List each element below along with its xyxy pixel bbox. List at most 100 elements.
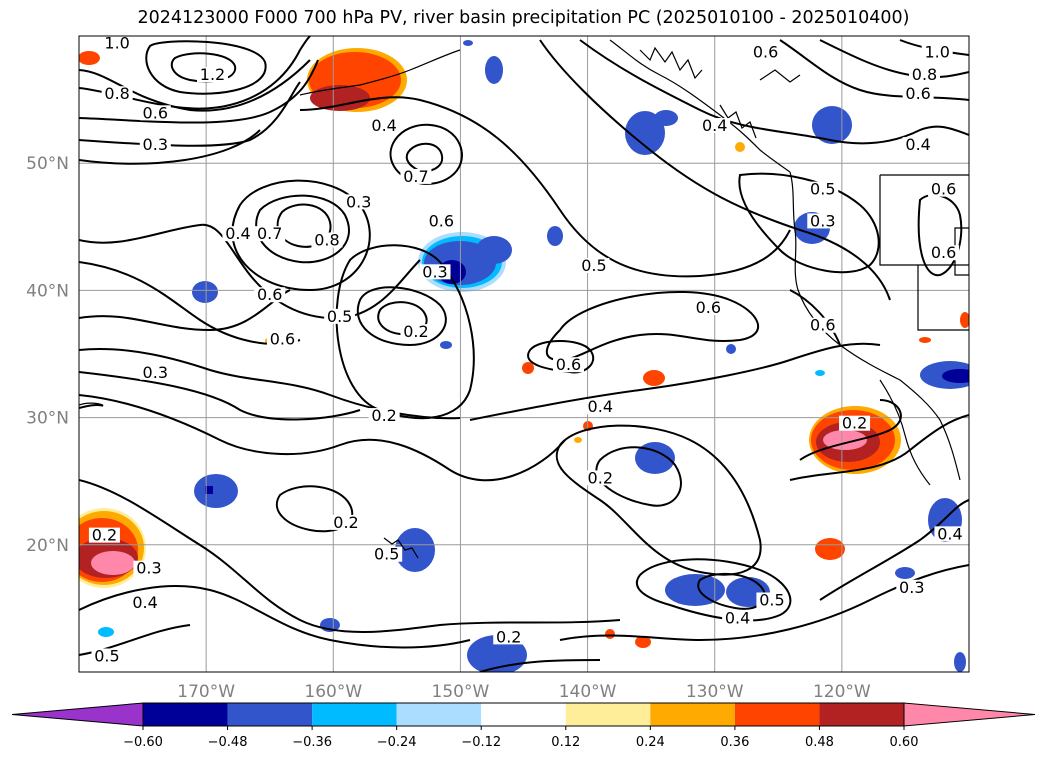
colorbar-segment: [312, 703, 397, 726]
colorbar-segment: [650, 703, 735, 726]
colorbar-segment: [819, 703, 904, 726]
contour-label: 1.2: [200, 65, 225, 84]
lon-tick-label: 160°W: [304, 682, 362, 702]
longitude-axis-labels: 170°W 160°W 150°W 140°W 130°W 120°W: [177, 682, 871, 702]
contour-label-halo: [139, 364, 171, 380]
colorbar-tick-label: −0.24: [377, 735, 417, 750]
lat-tick-label: 20°N: [26, 536, 69, 556]
contour-label-halo: [133, 560, 165, 576]
contour-label: 0.3: [810, 211, 835, 230]
contour-label-halo: [756, 592, 788, 608]
contour-label-halo: [578, 257, 610, 273]
contour-label: 0.4: [132, 593, 157, 612]
contour-label-halo: [254, 287, 286, 303]
colorbar-tick-label: 0.60: [890, 735, 919, 750]
contour-label-halo: [254, 226, 286, 242]
contour-label-halo: [750, 44, 782, 60]
colorbar-segment: [396, 703, 482, 726]
contour-label-halo: [324, 308, 356, 324]
contour-label-halo: [896, 579, 928, 595]
colorbar-extend-max: [903, 702, 1036, 727]
colorbar-tick-labels: −0.60 −0.48 −0.36 −0.24 −0.12 0.12 0.24 0.36 0.4…: [123, 726, 918, 750]
colorbar-tick-label: 0.48: [805, 735, 834, 750]
lon-tick-label: 150°W: [432, 682, 490, 702]
precipitation-shading: [79, 40, 969, 672]
colorbar-extend-min: [11, 702, 144, 727]
contour-label: 0.3: [422, 262, 447, 281]
contour-label: 0.5: [759, 590, 784, 609]
colorbar: −0.60 −0.48 −0.36 −0.24 −0.12 0.12 0.24 0.36 0.4…: [11, 702, 1036, 750]
colorbar-segment: [481, 703, 566, 726]
contour-label: 0.5: [810, 180, 835, 199]
contour-label-halo: [222, 226, 254, 242]
contour-label-halo: [425, 213, 457, 229]
contour-label: 0.5: [581, 256, 606, 275]
contour-label: 0.6: [696, 298, 721, 317]
coastlines: [79, 39, 969, 559]
contour-label-halo: [934, 526, 966, 542]
contour-label-halo: [101, 86, 133, 102]
map-panel: 1.01.20.80.60.30.40.70.30.4 0.7 0.80.60.30…: [78, 35, 970, 673]
lon-tick-label: 130°W: [686, 682, 744, 702]
contour-label: 0.5: [94, 646, 119, 665]
contour-label-halo: [400, 324, 432, 340]
contour-labels: 1.01.20.80.60.30.40.70.30.4 0.7 0.80.60.30…: [88, 36, 966, 665]
contour-label: 0.6: [810, 316, 835, 335]
contour-label-halo: [807, 181, 839, 197]
gridlines: [79, 36, 969, 672]
contour-label: 0.7: [257, 224, 282, 243]
lon-tick-label: 170°W: [177, 682, 235, 702]
contour-label: 0.6: [556, 355, 581, 374]
contour-label-halo: [692, 299, 724, 315]
contour-label-halo: [928, 245, 960, 261]
colorbar-frame: [142, 702, 905, 727]
contour-label: 0.3: [346, 192, 371, 211]
contour-label-halo: [343, 194, 375, 210]
colorbar-segment: [143, 703, 228, 726]
contour-label: 0.4: [225, 224, 250, 243]
contour-label: 0.3: [899, 578, 924, 597]
contour-label: 0.4: [725, 608, 750, 627]
contour-label-halo: [699, 118, 731, 134]
map-title: 2024123000 F000 700 hPa PV, river basin …: [137, 8, 910, 28]
map-frame: [78, 35, 970, 673]
contour-label-halo: [584, 399, 616, 415]
colorbar-tick-label: −0.60: [123, 735, 163, 750]
contour-label: 0.5: [327, 307, 352, 326]
lon-tick-label: 140°W: [559, 682, 617, 702]
contour-label-halo: [722, 610, 754, 626]
contour-label-halo: [584, 470, 616, 486]
contour-label-halo: [902, 86, 934, 102]
colorbar-segments: [11, 702, 1036, 727]
contour-label-halo: [909, 67, 940, 83]
contour-label-halo: [91, 648, 123, 664]
lat-tick-label: 40°N: [26, 281, 69, 301]
contour-label: 0.2: [842, 414, 867, 433]
contour-label: 0.4: [702, 116, 727, 135]
contour-label: 0.6: [429, 211, 454, 230]
contour-label-halo: [129, 595, 161, 611]
contour-label: 0.3: [143, 363, 168, 382]
contour-label-halo: [371, 546, 403, 562]
contour-label: 0.3: [143, 135, 168, 154]
contour-label-halo: [330, 514, 362, 530]
contour-label: 0.6: [931, 243, 956, 262]
colorbar-tick-label: 0.36: [720, 735, 749, 750]
contour-label: 0.4: [588, 397, 613, 416]
contour-label: 0.2: [588, 468, 613, 487]
contour-label: 0.6: [931, 180, 956, 199]
contour-label-halo: [493, 629, 525, 645]
latitude-axis-labels: 50°N 40°N 30°N 20°N: [26, 154, 69, 556]
contour-label: 0.5: [374, 545, 399, 564]
contour-label: 0.2: [333, 513, 358, 532]
contour-label-halo: [197, 67, 228, 83]
contour-label-halo: [311, 232, 343, 248]
contour-label: 0.2: [403, 322, 428, 341]
negative-anomaly-regions: [98, 40, 969, 672]
contour-label-halo: [88, 527, 120, 543]
lat-tick-label: 50°N: [26, 154, 69, 174]
contour-label: 0.2: [496, 627, 521, 646]
contour-label-halo: [139, 137, 171, 153]
contour-label: 0.4: [937, 524, 962, 543]
